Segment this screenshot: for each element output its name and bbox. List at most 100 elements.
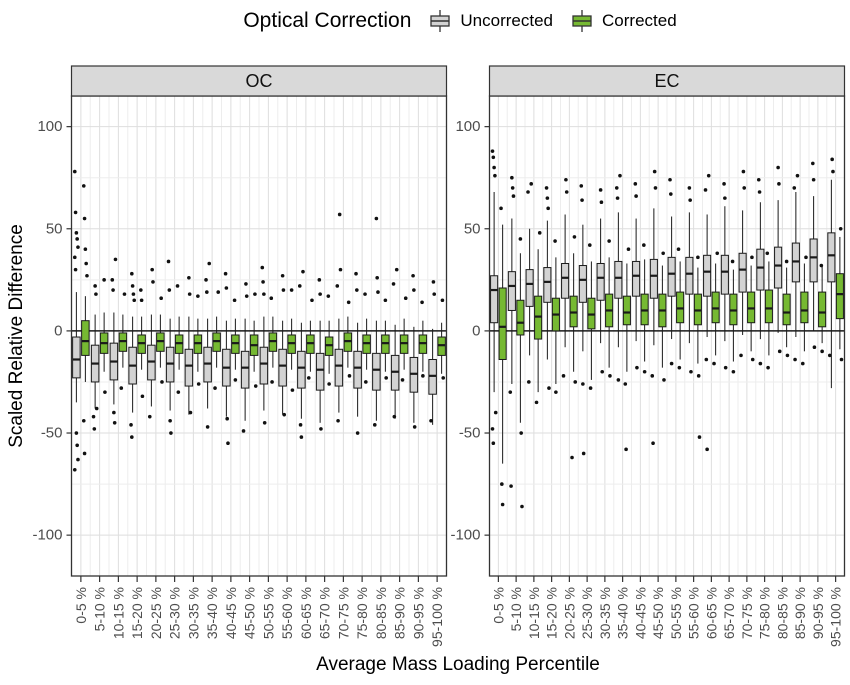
outlier-point [290,388,295,392]
box [315,352,325,391]
outlier-point [76,245,80,249]
outlier-point [337,212,342,217]
boxplot-uncorrected-75-80 % [756,177,765,366]
outlier-point [492,165,496,170]
outlier-point [800,361,805,366]
outlier-point [72,255,77,260]
boxplot-uncorrected-0-5 % [490,149,499,446]
x-tick-label: 15-20 % [544,587,560,639]
x-tick-label: 75-80 % [757,587,773,639]
outlier-point [677,365,682,370]
outlier-point [534,400,539,405]
x-tick-label: 15-20 % [129,587,145,639]
outlier-point [703,188,708,192]
outlier-point [704,357,709,362]
outlier-point [188,410,193,415]
outlier-point [554,390,558,394]
boxplot-uncorrected-90-95 % [409,273,419,429]
outlier-point [830,157,834,162]
facet-strip [70,65,448,97]
outlier-point [723,196,727,200]
x-tick-label: 0-5 % [490,587,506,624]
outlier-point [73,210,78,215]
outlier-point [261,280,265,284]
box [596,262,605,301]
boxplot-corrected-75-80 % [362,292,371,384]
outlier-point [260,265,265,270]
boxplot-uncorrected-50-55 % [259,265,269,425]
outlier-point [280,273,285,278]
boxplot-uncorrected-70-75 % [334,212,344,423]
outlier-point [205,425,210,429]
outlier-point [269,296,274,301]
outlier-point [598,188,603,192]
boxplot-key-uncorrected-icon [430,10,451,32]
boxplot-uncorrected-90-95 % [809,161,818,350]
outlier-point [526,190,530,194]
outlier-point [91,414,96,419]
outlier-point [490,149,495,153]
outlier-point [635,365,639,370]
box [184,348,194,387]
boxplot-corrected-90-95 % [418,300,428,378]
outlier-point [668,177,672,182]
boxplot-corrected-60-65 % [711,251,720,366]
x-tick-label: 10-15 % [526,587,542,639]
outlier-point [564,190,569,194]
boxplot-corrected-35-40 % [212,290,221,390]
outlier-point [130,435,134,439]
outlier-point [441,376,446,380]
outlier-point [72,467,77,472]
outlier-point [510,186,515,190]
outlier-point [642,243,646,247]
outlier-point [233,378,238,382]
box [334,348,344,387]
outlier-point [741,169,746,174]
outlier-point [346,300,351,305]
outlier-point [766,365,770,370]
box [738,252,747,293]
outlier-point [777,182,781,186]
outlier-point [570,455,574,460]
outlier-point [196,294,200,298]
boxplot-uncorrected-20-25 % [147,267,156,419]
boxplot-uncorrected-35-40 % [203,261,212,429]
boxplot-uncorrected-15-20 % [128,271,137,439]
boxplot-corrected-20-25 % [569,235,578,460]
outlier-point [297,284,302,288]
legend-item-corrected: Corrected [569,8,677,34]
outlier-point [140,394,145,399]
x-tick-label: 90-95 % [810,587,826,639]
outlier-point [520,504,524,509]
x-tick-label: 0-5 % [73,587,89,624]
boxplot-uncorrected-80-85 % [774,165,783,354]
boxplot-uncorrected-35-40 % [614,173,623,382]
box [543,267,552,303]
outlier-point [93,284,97,288]
x-tick-label: 5-10 % [508,587,524,631]
x-tick-label: 55-60 % [686,587,702,639]
x-tick-label: 95-100 % [828,587,844,647]
outlier-point [411,273,415,278]
outlier-point [564,177,568,182]
boxplot-corrected-70-75 % [747,255,756,362]
box [561,262,570,299]
outlier-point [76,457,80,462]
outlier-point [792,186,797,190]
outlier-point [827,353,832,358]
legend-item-label: Corrected [602,11,677,30]
outlier-point [327,382,331,386]
box [372,352,381,391]
x-tick-label: 25-30 % [579,587,595,639]
boxplot-uncorrected-65-70 % [315,278,325,431]
box [703,254,712,297]
outlier-point [82,216,87,221]
boxplot-corrected-30-35 % [605,239,614,378]
outlier-point [168,418,172,423]
outlier-point [581,382,585,386]
outlier-point [175,284,180,288]
outlier-point [804,255,808,260]
outlier-point [676,247,681,251]
outlier-point [224,286,229,290]
